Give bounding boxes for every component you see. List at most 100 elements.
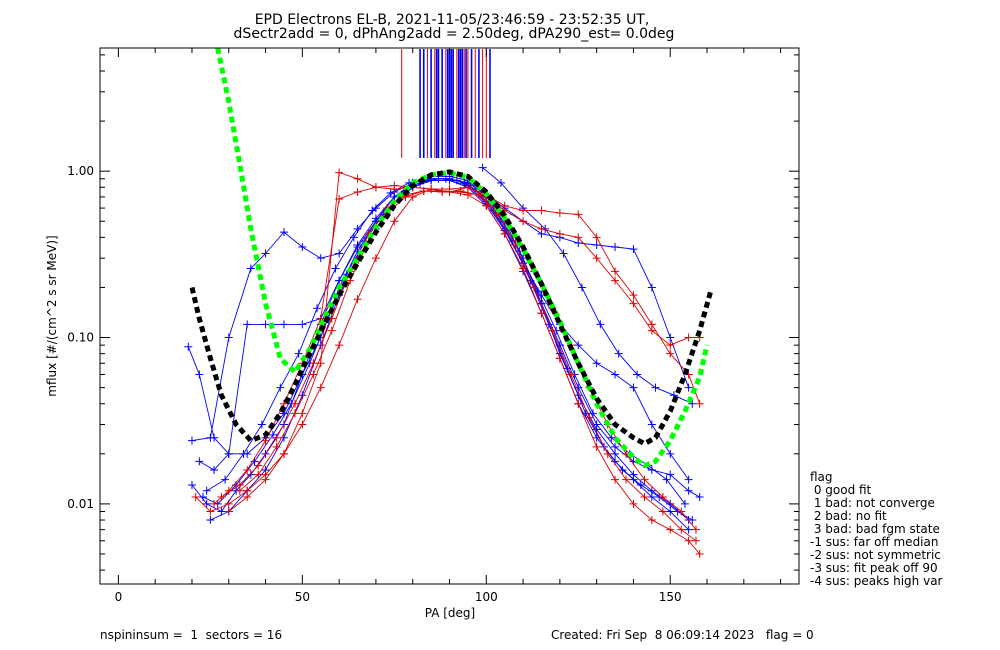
series-9-point-22 [629, 291, 638, 300]
series-6 [202, 174, 689, 508]
series-3-point-5 [279, 320, 288, 329]
series-8-point-8 [335, 341, 344, 350]
legend-item-5: -2 sus: not symmetric [810, 548, 941, 562]
series-7-point-8 [633, 370, 642, 379]
series-11-point-22 [622, 475, 631, 484]
axis-ticks: 0 50 100 150 0.01 0.10 1.00 [67, 48, 799, 604]
series-8-point-26 [666, 525, 675, 534]
series-9-point-1 [243, 493, 252, 502]
series-12-point-13 [474, 190, 483, 199]
legend-item-3: 3 bad: bad fgm state [810, 522, 940, 536]
series-12-point-2 [272, 442, 281, 451]
series-1-point-8 [335, 249, 344, 258]
series-11-point-2 [254, 461, 263, 470]
series-10-point-14 [463, 183, 472, 192]
y-tick-label-0: 0.01 [67, 497, 94, 511]
series-3-point-23 [611, 370, 620, 379]
x-tick-label-2: 100 [475, 590, 498, 604]
series-9-point-7 [353, 174, 362, 183]
series-11-point-23 [640, 493, 649, 502]
series-7 [478, 163, 697, 408]
fit-curve-1 [189, 169, 714, 447]
series-12-point-24 [677, 507, 686, 516]
series-3-point-26 [666, 449, 675, 458]
series-1-point-7 [316, 254, 325, 263]
series-9-point-0 [224, 507, 233, 516]
series-0-point-27 [666, 470, 675, 479]
series-line-1 [191, 178, 690, 442]
series-11-point-0 [217, 493, 226, 502]
series-4-point-24 [647, 493, 656, 502]
series-9-point-3 [279, 449, 288, 458]
series-6-point-0 [202, 486, 211, 495]
series-6-point-6 [313, 304, 322, 313]
series-1-point-22 [592, 240, 601, 249]
series-3-point-8 [335, 276, 344, 285]
series-3-point-24 [629, 383, 638, 392]
series-3-point-21 [574, 341, 583, 350]
series-8 [191, 185, 704, 558]
series-2-point-1 [202, 499, 211, 508]
series-8-point-25 [647, 516, 656, 525]
series-9 [224, 168, 704, 516]
series-10-point-7 [335, 195, 344, 204]
series-10-point-24 [647, 326, 656, 335]
chart-title-line1: EPD Electrons EL-B, 2021-11-05/23:46:59 … [255, 12, 650, 28]
series-11-point-18 [548, 326, 557, 335]
series-0-point-24 [611, 442, 620, 451]
series-8-point-27 [684, 536, 693, 545]
legend-item-6: -3 sus: fit peak off 90 [810, 561, 938, 575]
series-6-point-26 [680, 499, 689, 508]
series-6-point-1 [221, 475, 230, 484]
series-12-point-3 [290, 409, 299, 418]
series-0-point-0 [184, 342, 193, 351]
series-line-8 [195, 188, 701, 555]
series-6-point-7 [331, 264, 340, 273]
series-8-point-21 [574, 399, 583, 408]
series-2-point-24 [611, 449, 620, 458]
series-11-point-5 [309, 359, 318, 368]
series-3-point-3 [243, 320, 252, 329]
series-4-point-23 [629, 475, 638, 484]
series-11-point-24 [658, 507, 667, 516]
series-9-point-26 [695, 399, 704, 408]
x-tick-label-0: 0 [115, 590, 123, 604]
series-4-point-25 [666, 507, 675, 516]
series-12-point-10 [419, 186, 428, 195]
series-9-point-17 [537, 206, 546, 215]
series-10-point-26 [684, 333, 693, 342]
series-3-point-22 [592, 359, 601, 368]
series-9-point-21 [611, 267, 620, 276]
series-8-point-19 [537, 309, 546, 318]
series-line-9 [228, 171, 701, 512]
series-1-point-5 [279, 228, 288, 237]
series-11 [217, 186, 700, 545]
x-axis-label: PA [deg] [425, 606, 475, 620]
series-8-point-2 [224, 499, 233, 508]
series-3-point-25 [647, 420, 656, 429]
series-10-point-20 [574, 233, 583, 242]
series-12-point-4 [309, 370, 318, 379]
series-12-point-25 [691, 525, 700, 534]
series-6-point-3 [257, 420, 266, 429]
series-8-point-28 [695, 549, 704, 558]
series-10-point-3 [261, 436, 270, 445]
series-10-point-18 [537, 224, 546, 233]
series-7-point-9 [651, 383, 660, 392]
series-5 [199, 174, 697, 525]
series-5-point-0 [199, 493, 208, 502]
series-12-point-23 [658, 493, 667, 502]
series-5-point-24 [636, 480, 645, 489]
series-7-point-5 [577, 283, 586, 292]
series-6-point-5 [294, 349, 303, 358]
series-6-point-14 [460, 178, 469, 187]
series-7-point-11 [688, 399, 697, 408]
series-11-point-3 [272, 433, 281, 442]
series-10-point-22 [611, 276, 620, 285]
fit-curve-0 [215, 47, 710, 469]
series-8-point-1 [206, 507, 215, 516]
series-12-point-0 [235, 486, 244, 495]
x-tick-label-3: 150 [659, 590, 682, 604]
series-9-point-18 [555, 209, 564, 218]
